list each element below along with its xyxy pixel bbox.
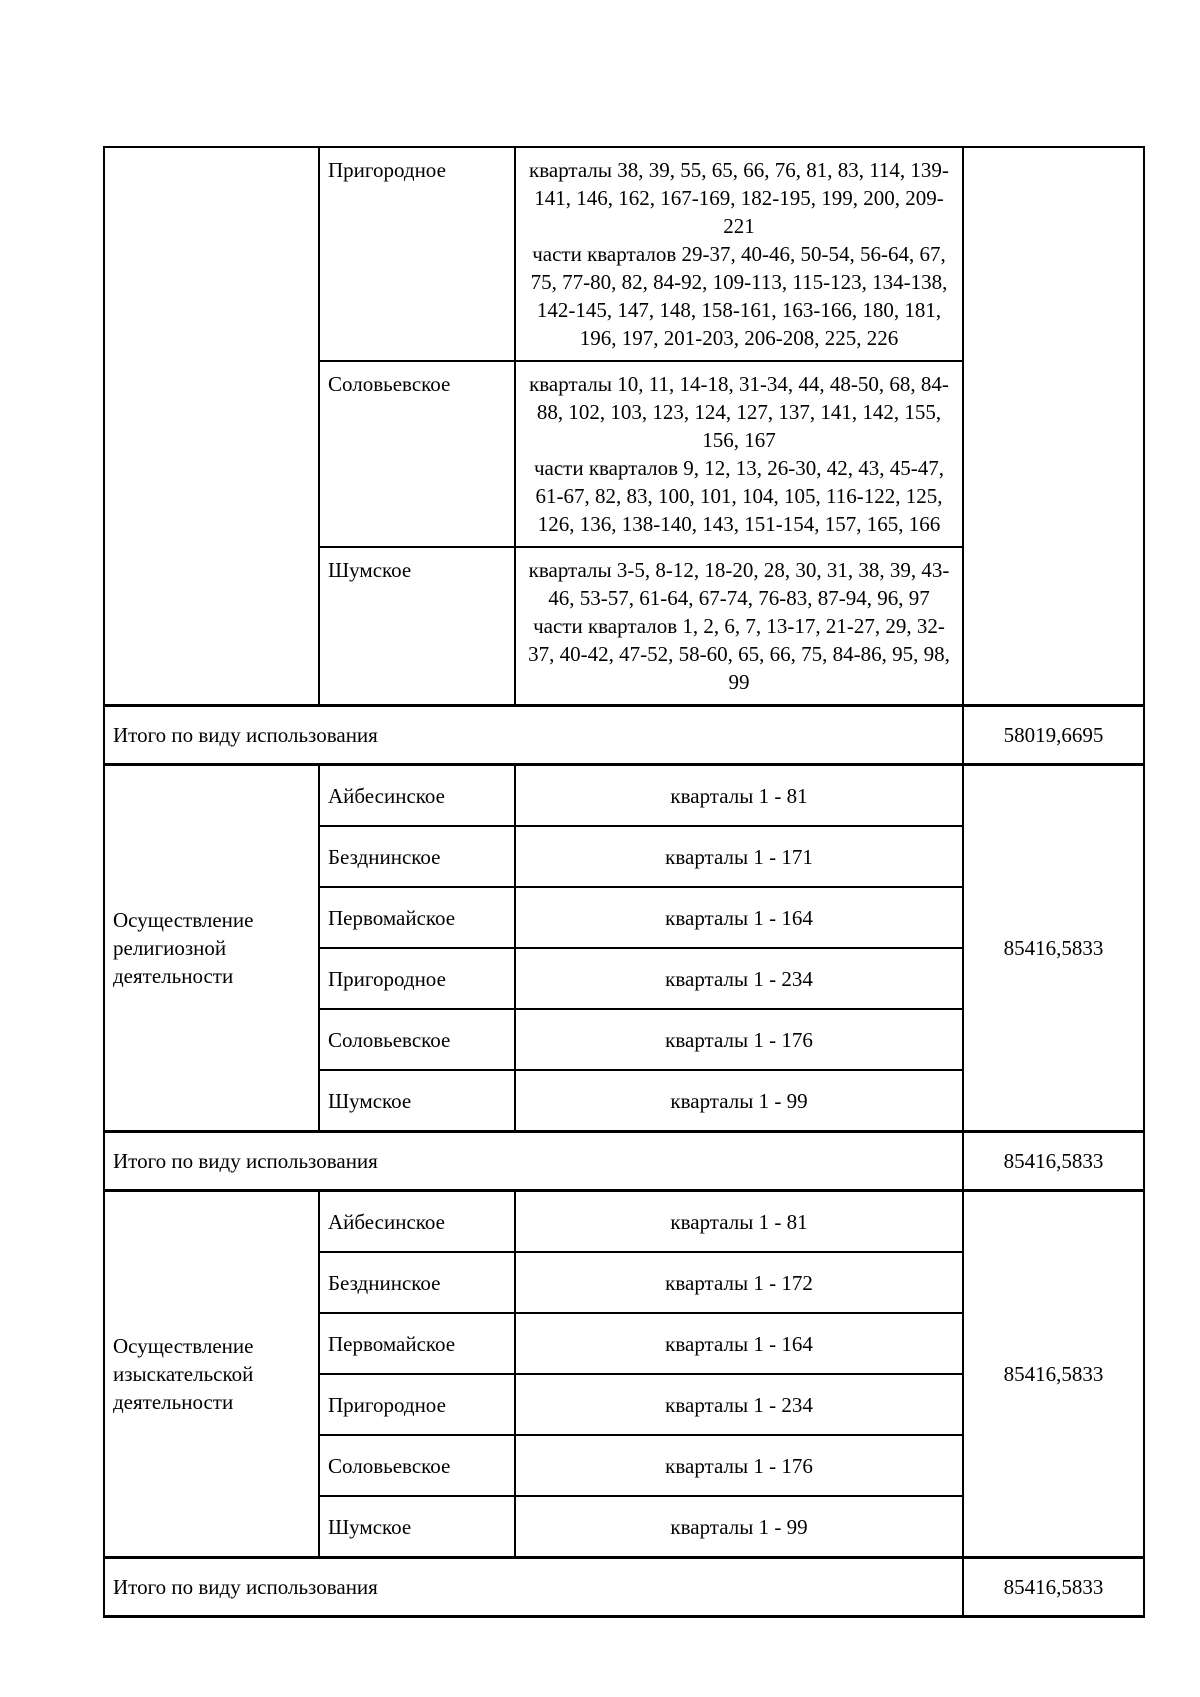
quarters-cell: кварталы 38, 39, 55, 65, 66, 76, 81, 83,… xyxy=(514,146,964,362)
quarters-cell: кварталы 1 - 81 xyxy=(514,1189,964,1253)
table-row: Шумское кварталы 1 - 99 xyxy=(104,1069,1144,1133)
forestry-name-cell: Пригородное xyxy=(318,947,516,1010)
quarters-cell: кварталы 1 - 234 xyxy=(514,947,964,1010)
quarters-cell: кварталы 1 - 99 xyxy=(514,1495,964,1559)
quarters-cell: кварталы 1 - 172 xyxy=(514,1251,964,1314)
forest-use-table: Пригородное кварталы 38, 39, 55, 65, 66,… xyxy=(103,146,1145,1618)
table-row: Первомайское кварталы 1 - 164 xyxy=(104,886,1144,949)
totals-label-cell: Итого по виду использования xyxy=(103,1130,964,1192)
forestry-name-cell: Соловьевское xyxy=(318,360,516,548)
totals-label-cell: Итого по виду использования xyxy=(103,704,964,766)
forestry-name-cell: Шумское xyxy=(318,546,516,707)
area-value-cell: 85416,5833 xyxy=(962,763,1145,1133)
quarters-cell: кварталы 1 - 99 xyxy=(514,1069,964,1133)
quarters-cell: кварталы 1 - 164 xyxy=(514,886,964,949)
empty-activity-cell xyxy=(103,146,320,707)
quarters-cell: кварталы 1 - 81 xyxy=(514,763,964,827)
forestry-name-cell: Пригородное xyxy=(318,146,516,362)
table-row: Первомайское кварталы 1 - 164 xyxy=(104,1312,1144,1375)
totals-value-cell: 85416,5833 xyxy=(962,1130,1145,1192)
table-row: Пригородное кварталы 1 - 234 xyxy=(104,947,1144,1010)
quarters-cell: кварталы 1 - 176 xyxy=(514,1008,964,1071)
quarters-cell: кварталы 1 - 234 xyxy=(514,1373,964,1436)
totals-value-cell: 85416,5833 xyxy=(962,1556,1145,1618)
totals-row: Итого по виду использования 85416,5833 xyxy=(103,1556,1145,1618)
forestry-name-cell: Шумское xyxy=(318,1495,516,1559)
table-row: Пригородное кварталы 1 - 234 xyxy=(104,1373,1144,1436)
table-row: Соловьевское кварталы 1 - 176 xyxy=(104,1434,1144,1497)
forestry-name-cell: Безднинское xyxy=(318,1251,516,1314)
quarters-text: кварталы 3-5, 8-12, 18-20, 28, 30, 31, 3… xyxy=(528,558,950,610)
activity-cell: Осуществление религиозной деятельности xyxy=(103,763,320,1133)
quarters-text: кварталы 10, 11, 14-18, 31-34, 44, 48-50… xyxy=(529,372,949,452)
quarters-cell: кварталы 1 - 164 xyxy=(514,1312,964,1375)
totals-label-cell: Итого по виду использования xyxy=(103,1556,964,1618)
quarter-parts-text: части кварталов 1, 2, 6, 7, 13-17, 21-27… xyxy=(528,614,950,694)
forestry-name-cell: Айбесинское xyxy=(318,763,516,827)
forestry-name-cell: Айбесинское xyxy=(318,1189,516,1253)
table-row: Осуществление изыскательской деятельност… xyxy=(103,1189,1145,1559)
quarter-parts-text: части кварталов 9, 12, 13, 26-30, 42, 43… xyxy=(533,456,945,536)
table-row: Соловьевское кварталы 10, 11, 14-18, 31-… xyxy=(104,360,1144,548)
totals-value-cell: 58019,6695 xyxy=(962,704,1145,766)
forestry-name-cell: Первомайское xyxy=(318,1312,516,1375)
totals-row: Итого по виду использования 58019,6695 xyxy=(103,704,1145,766)
forestry-name-cell: Первомайское xyxy=(318,886,516,949)
forestry-name-cell: Соловьевское xyxy=(318,1008,516,1071)
quarters-cell: кварталы 1 - 176 xyxy=(514,1434,964,1497)
totals-row: Итого по виду использования 85416,5833 xyxy=(103,1130,1145,1192)
table-row: Осуществление религиозной деятельности А… xyxy=(103,763,1145,1133)
forestry-name-cell: Шумское xyxy=(318,1069,516,1133)
quarter-parts-text: части кварталов 29-37, 40-46, 50-54, 56-… xyxy=(530,242,948,350)
area-value-cell: 85416,5833 xyxy=(962,1189,1145,1559)
table-row: Соловьевское кварталы 1 - 176 xyxy=(104,1008,1144,1071)
table-row: Шумское кварталы 1 - 99 xyxy=(104,1495,1144,1559)
forestry-name-cell: Соловьевское xyxy=(318,1434,516,1497)
forestry-name-cell: Безднинское xyxy=(318,825,516,888)
quarters-cell: кварталы 3-5, 8-12, 18-20, 28, 30, 31, 3… xyxy=(514,546,964,707)
document-page: Пригородное кварталы 38, 39, 55, 65, 66,… xyxy=(103,146,1145,1618)
empty-area-cell xyxy=(962,146,1145,707)
quarters-cell: кварталы 1 - 171 xyxy=(514,825,964,888)
activity-cell: Осуществление изыскательской деятельност… xyxy=(103,1189,320,1559)
table-row: Пригородное кварталы 38, 39, 55, 65, 66,… xyxy=(103,146,1145,707)
quarters-text: кварталы 38, 39, 55, 65, 66, 76, 81, 83,… xyxy=(529,158,949,238)
quarters-cell: кварталы 10, 11, 14-18, 31-34, 44, 48-50… xyxy=(514,360,964,548)
forestry-name-cell: Пригородное xyxy=(318,1373,516,1436)
table-row: Безднинское кварталы 1 - 172 xyxy=(104,1251,1144,1314)
table-row: Безднинское кварталы 1 - 171 xyxy=(104,825,1144,888)
table-row: Шумское кварталы 3-5, 8-12, 18-20, 28, 3… xyxy=(104,546,1144,707)
